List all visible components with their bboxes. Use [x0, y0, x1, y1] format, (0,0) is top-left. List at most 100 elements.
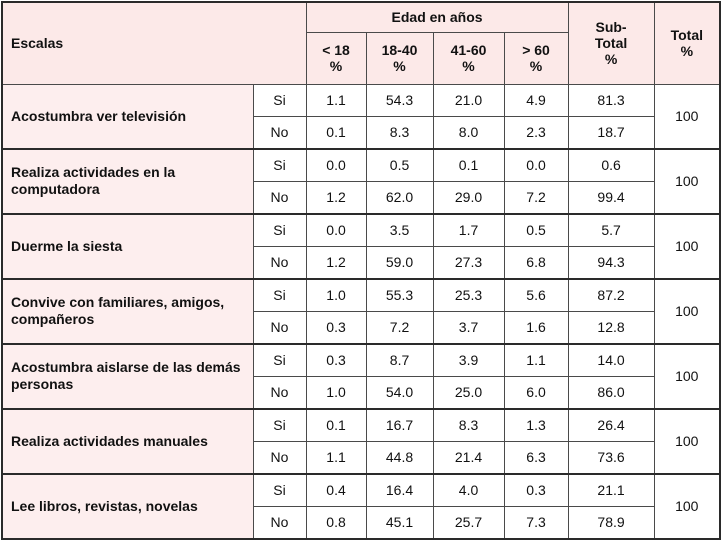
value-cell: 0.5	[503, 213, 569, 247]
subtotal-cell: 94.3	[567, 245, 655, 280]
value-cell: 7.2	[365, 310, 434, 345]
table-row: Realiza actividades manuales Si 0.1 16.7 8.3…	[1, 408, 721, 475]
value-cell: 3.5	[365, 213, 434, 247]
header-cell: < 18 %	[305, 31, 367, 85]
value-cell: 3.9	[432, 343, 505, 377]
subtotal-cell: 5.7	[567, 213, 655, 247]
subtotal-cell: 81.3	[567, 83, 655, 117]
value-cell: 0.3	[305, 343, 367, 377]
header-row: Escalas Edad en años Sub- Total % Total …	[1, 1, 721, 85]
value-cell: 16.4	[365, 473, 434, 507]
total-cell: 100	[653, 148, 721, 215]
header-cell: > 60 %	[503, 31, 569, 85]
value-cell: 8.7	[365, 343, 434, 377]
header-cell: Sub- Total %	[567, 1, 655, 85]
answer-cell: Si	[252, 213, 307, 247]
subtotal-cell: 18.7	[567, 115, 655, 150]
table-row: No 1.2 62.0 29.0 7.2 99.4	[2, 180, 720, 215]
value-cell: 44.8	[365, 440, 434, 475]
value-cell: 62.0	[365, 180, 434, 215]
value-cell: 59.0	[365, 245, 434, 280]
answer-cell: No	[252, 505, 307, 540]
answer-cell: No	[252, 180, 307, 215]
value-cell: 21.0	[432, 83, 505, 117]
header-cell: 18-40 %	[365, 31, 434, 85]
header-cell: 41-60 %	[432, 31, 505, 85]
answer-cell: Si	[252, 148, 307, 182]
value-cell: 27.3	[432, 245, 505, 280]
value-cell: 1.3	[503, 408, 569, 442]
value-cell: 1.6	[503, 310, 569, 345]
table-row: No 1.1 44.8 21.4 6.3 73.6	[2, 440, 720, 475]
table-row: No 0.3 7.2 3.7 1.6 12.8	[2, 310, 720, 345]
subtotal-cell: 73.6	[567, 440, 655, 475]
table-row: Acostumbra aislarse de las demás persona…	[1, 343, 721, 410]
answer-cell: No	[252, 310, 307, 345]
value-cell: 0.1	[305, 408, 367, 442]
table-row: No 0.8 45.1 25.7 7.3 78.9	[2, 505, 720, 540]
value-cell: 8.3	[432, 408, 505, 442]
row-label: Acostumbra aislarse de las demás persona…	[1, 343, 254, 410]
value-cell: 4.0	[432, 473, 505, 507]
value-cell: 1.2	[305, 180, 367, 215]
value-cell: 6.3	[503, 440, 569, 475]
value-cell: 16.7	[365, 408, 434, 442]
value-cell: 0.3	[503, 473, 569, 507]
value-cell: 1.7	[432, 213, 505, 247]
answer-cell: No	[252, 375, 307, 410]
value-cell: 29.0	[432, 180, 505, 215]
total-cell: 100	[653, 83, 721, 150]
table-body: Acostumbra ver televisión Si 1.1 54.3 21.0 4.…	[1, 83, 721, 540]
answer-cell: Si	[252, 408, 307, 442]
value-cell: 54.0	[365, 375, 434, 410]
total-cell: 100	[653, 213, 721, 280]
subtotal-cell: 78.9	[567, 505, 655, 540]
subtotal-cell: 99.4	[567, 180, 655, 215]
table-row: No 0.1 8.3 8.0 2.3 18.7	[2, 115, 720, 150]
header-cell: Edad en años	[305, 1, 569, 33]
value-cell: 6.8	[503, 245, 569, 280]
row-label: Realiza actividades manuales	[1, 408, 254, 475]
subtotal-cell: 86.0	[567, 375, 655, 410]
value-cell: 3.7	[432, 310, 505, 345]
value-cell: 1.1	[305, 440, 367, 475]
value-cell: 1.0	[305, 375, 367, 410]
value-cell: 6.0	[503, 375, 569, 410]
value-cell: 0.4	[305, 473, 367, 507]
total-cell: 100	[653, 343, 721, 410]
header-cell: Total %	[653, 1, 721, 85]
value-cell: 0.1	[305, 115, 367, 150]
table-row: Convive con familiares, amigos, compañer…	[1, 278, 721, 345]
value-cell: 8.0	[432, 115, 505, 150]
subtotal-cell: 12.8	[567, 310, 655, 345]
value-cell: 0.5	[365, 148, 434, 182]
value-cell: 8.3	[365, 115, 434, 150]
table-row: Duerme la siesta Si 0.0 3.5 1.7 0.5 5.7 100	[1, 213, 721, 280]
total-cell: 100	[653, 473, 721, 540]
row-label: Duerme la siesta	[1, 213, 254, 280]
table-row: Lee libros, revistas, novelas Si 0.4 16.4 4.…	[1, 473, 721, 540]
value-cell: 54.3	[365, 83, 434, 117]
value-cell: 1.2	[305, 245, 367, 280]
row-label: Convive con familiares, amigos, compañer…	[1, 278, 254, 345]
row-label: Acostumbra ver televisión	[1, 83, 254, 150]
value-cell: 0.8	[305, 505, 367, 540]
value-cell: 25.3	[432, 278, 505, 312]
value-cell: 5.6	[503, 278, 569, 312]
value-cell: 0.0	[305, 148, 367, 182]
total-cell: 100	[653, 408, 721, 475]
value-cell: 0.0	[305, 213, 367, 247]
table-row: No 1.0 54.0 25.0 6.0 86.0	[2, 375, 720, 410]
value-cell: 0.0	[503, 148, 569, 182]
subtotal-cell: 0.6	[567, 148, 655, 182]
value-cell: 0.1	[432, 148, 505, 182]
answer-cell: Si	[252, 343, 307, 377]
value-cell: 45.1	[365, 505, 434, 540]
subtotal-cell: 87.2	[567, 278, 655, 312]
value-cell: 7.3	[503, 505, 569, 540]
answer-cell: Si	[252, 83, 307, 117]
value-cell: 21.4	[432, 440, 505, 475]
value-cell: 1.0	[305, 278, 367, 312]
